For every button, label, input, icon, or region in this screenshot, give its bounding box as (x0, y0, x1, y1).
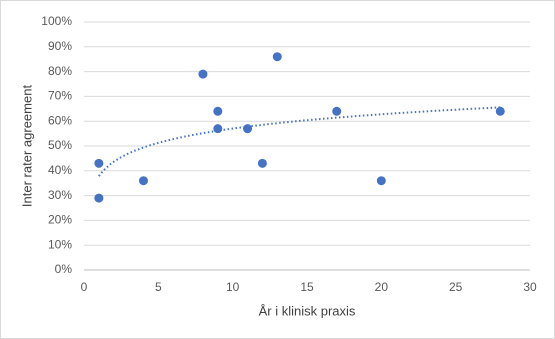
y-tick-label: 40% (48, 163, 72, 177)
point (332, 106, 342, 116)
point (376, 176, 386, 186)
point (94, 158, 104, 168)
x-axis-title: År i klinisk praxis (259, 303, 356, 318)
y-tick-label: 80% (48, 64, 72, 78)
point (243, 124, 253, 134)
point (138, 176, 148, 186)
x-tick-label: 30 (523, 280, 537, 294)
x-tick-label: 15 (300, 280, 314, 294)
y-tick-label: 70% (48, 89, 72, 103)
y-tick-label: 90% (48, 39, 72, 53)
y-tick-label: 0% (55, 262, 73, 276)
point (257, 158, 267, 168)
point (94, 193, 104, 203)
x-tick-label: 0 (81, 280, 88, 294)
trendline (98, 106, 501, 177)
point (213, 106, 223, 116)
y-axis-title: Inter rater agreement (19, 85, 34, 208)
x-tick-label: 10 (226, 280, 240, 294)
point (272, 52, 282, 62)
y-tick-label: 100% (41, 14, 72, 28)
y-tick-label: 60% (48, 113, 72, 127)
y-tick-label: 10% (48, 237, 72, 251)
point (495, 106, 505, 116)
y-tick-label: 20% (48, 213, 72, 227)
point (198, 69, 208, 79)
x-tick-label: 5 (155, 280, 162, 294)
y-tick-label: 50% (48, 138, 72, 152)
x-tick-label: 20 (375, 280, 389, 294)
point (213, 124, 223, 134)
x-tick-label: 25 (449, 280, 463, 294)
y-tick-label: 30% (48, 188, 72, 202)
